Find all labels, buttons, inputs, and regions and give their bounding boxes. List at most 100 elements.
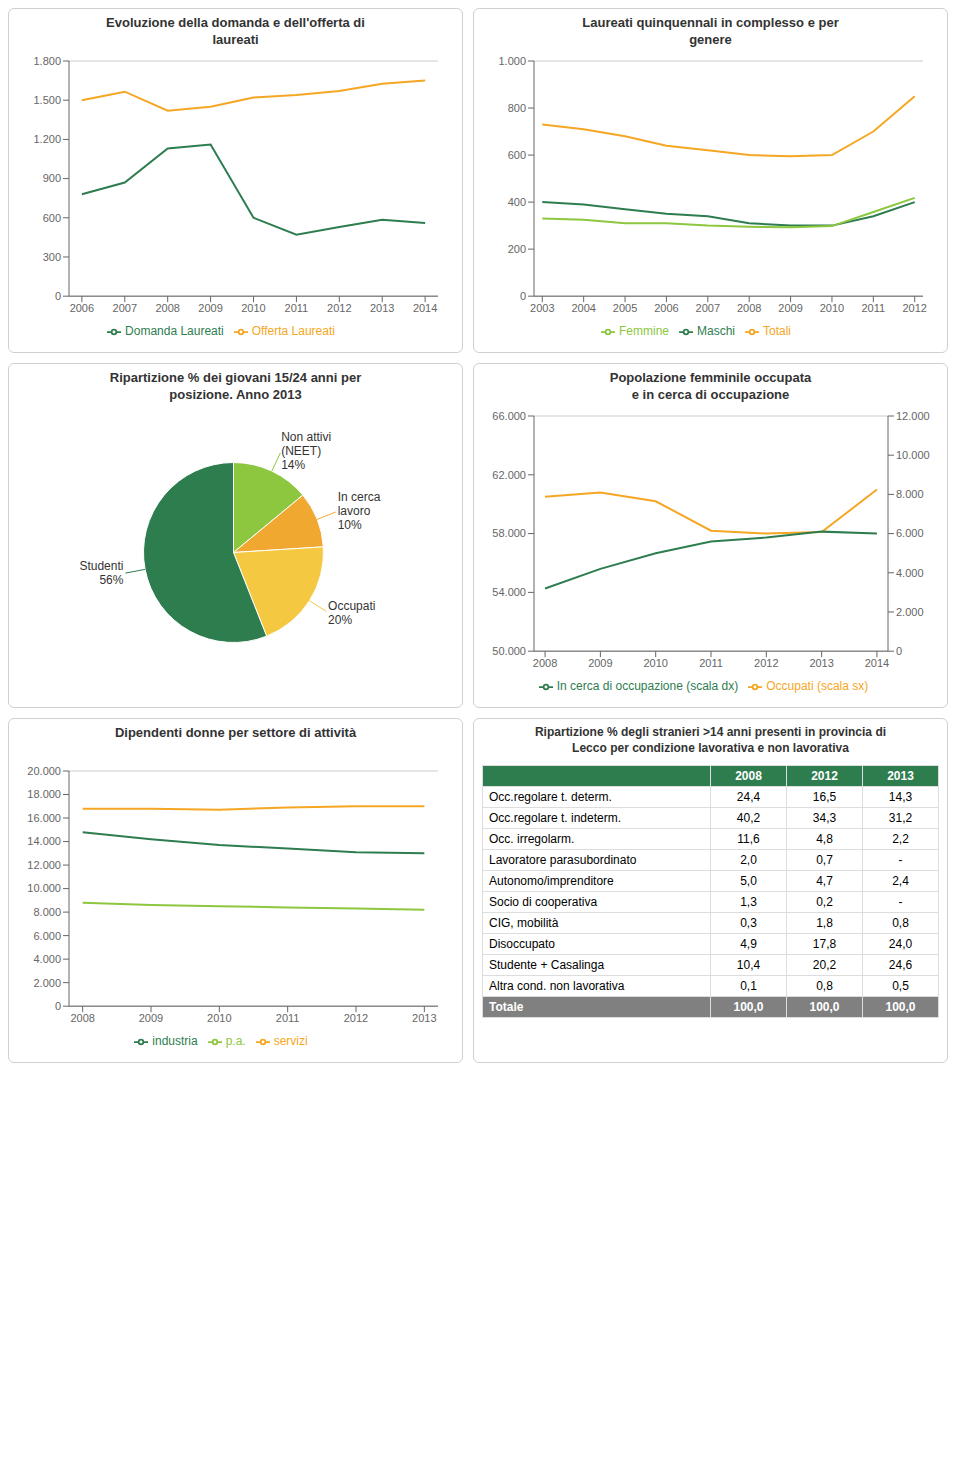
svg-text:2009: 2009 (778, 302, 802, 314)
svg-text:18.000: 18.000 (27, 788, 61, 800)
svg-text:2012: 2012 (902, 302, 926, 314)
html-text:Ripartizione % degli stranieri: Ripartizione % degli stranieri >14 anni … (535, 725, 886, 739)
svg-text:2009: 2009 (139, 1012, 163, 1024)
svg-text:2008: 2008 (70, 1012, 94, 1024)
svg-text:12.000: 12.000 (27, 859, 61, 871)
html-text:p.a.: p.a. (225, 1034, 246, 1049)
svg-text:2007: 2007 (113, 302, 137, 314)
html-text:posizione. Anno 2013: posizione. Anno 2013 (169, 386, 302, 402)
html-text:servizi: servizi (273, 1034, 308, 1049)
svg-text:2010: 2010 (820, 302, 844, 314)
svg-text:6.000: 6.000 (896, 527, 924, 539)
svg-text:2008: 2008 (533, 657, 557, 669)
svg-text:200: 200 (508, 243, 526, 255)
svg-text:2013: 2013 (370, 302, 394, 314)
html-text:Evoluzione della domanda e del: Evoluzione della domanda e dell'offerta … (106, 15, 365, 30)
svg-text:2.000: 2.000 (896, 606, 924, 618)
svg-text:2010: 2010 (207, 1012, 231, 1024)
svg-text:2009: 2009 (198, 302, 222, 314)
html-text:16,5: 16,5 (812, 790, 837, 804)
html-text:Maschi: Maschi (697, 324, 735, 339)
svg-text:58.000: 58.000 (492, 527, 526, 539)
svg-text:20.000: 20.000 (27, 765, 61, 777)
html-text:In cerca di occupazione (scala: In cerca di occupazione (scala dx) (556, 679, 739, 694)
svg-text:2012: 2012 (754, 657, 778, 669)
svg-text:4.000: 4.000 (896, 567, 924, 579)
html-text:14,3: 14,3 (888, 790, 913, 804)
svg-text:Studenti56%: Studenti56% (79, 559, 123, 587)
html-text:Laureati quinquennali in compl: Laureati quinquennali in complesso e per (582, 15, 839, 30)
svg-text:8.000: 8.000 (896, 488, 924, 500)
html-text:Dipendenti donne per settore d: Dipendenti donne per settore di attività (114, 725, 357, 740)
svg-text:1.000: 1.000 (498, 55, 526, 67)
svg-text:2012: 2012 (344, 1012, 368, 1024)
html-text:24,4: 24,4 (736, 790, 761, 804)
svg-text:66.000: 66.000 (492, 410, 526, 422)
html-text:e in cerca di occupazione: e in cerca di occupazione (631, 386, 790, 402)
html-text:Occ.regolare t. determ.: Occ.regolare t. determ. (489, 790, 612, 804)
html-text:Occupati (scala sx): Occupati (scala sx) (766, 679, 869, 694)
svg-text:2011: 2011 (699, 657, 723, 669)
svg-text:2010: 2010 (643, 657, 667, 669)
html-text:Lecco per condizione lavorativ: Lecco per condizione lavorativa e non la… (572, 740, 849, 755)
svg-text:2008: 2008 (737, 302, 761, 314)
svg-text:1.200: 1.200 (33, 133, 61, 145)
svg-text:2014: 2014 (865, 657, 889, 669)
html-text:2013: 2013 (887, 769, 914, 783)
svg-text:12.000: 12.000 (896, 410, 930, 422)
svg-text:2013: 2013 (412, 1012, 436, 1024)
svg-text:0: 0 (55, 290, 61, 302)
svg-text:54.000: 54.000 (492, 586, 526, 598)
svg-text:2004: 2004 (571, 302, 595, 314)
svg-text:900: 900 (43, 172, 61, 184)
svg-text:Occupati20%: Occupati20% (328, 599, 375, 627)
svg-text:0: 0 (896, 645, 902, 657)
svg-text:600: 600 (43, 212, 61, 224)
svg-text:2.000: 2.000 (33, 977, 61, 989)
svg-text:14.000: 14.000 (27, 835, 61, 847)
html-text:Ripartizione % dei giovani 15/: Ripartizione % dei giovani 15/24 anni pe… (109, 370, 362, 385)
svg-text:2011: 2011 (276, 1012, 300, 1024)
svg-text:600: 600 (508, 149, 526, 161)
svg-text:2006: 2006 (70, 302, 94, 314)
svg-text:10.000: 10.000 (27, 882, 61, 894)
svg-text:1.500: 1.500 (33, 94, 61, 106)
svg-text:2011: 2011 (862, 302, 886, 314)
svg-text:800: 800 (508, 102, 526, 114)
svg-text:50.000: 50.000 (492, 645, 526, 657)
svg-text:6.000: 6.000 (33, 930, 61, 942)
svg-text:8.000: 8.000 (33, 906, 61, 918)
svg-text:62.000: 62.000 (492, 469, 526, 481)
svg-text:In cercalavoro10%: In cercalavoro10% (338, 490, 381, 532)
svg-text:2005: 2005 (613, 302, 637, 314)
svg-text:0: 0 (520, 290, 526, 302)
svg-text:2013: 2013 (809, 657, 833, 669)
html-text:2008: 2008 (735, 769, 762, 783)
html-text:Totali: Totali (763, 324, 791, 339)
svg-text:1.800: 1.800 (33, 55, 61, 67)
svg-text:2007: 2007 (696, 302, 720, 314)
html-text:industria: industria (152, 1034, 198, 1049)
svg-text:Non attivi(NEET)14%: Non attivi(NEET)14% (281, 430, 331, 472)
svg-text:2009: 2009 (588, 657, 612, 669)
svg-text:4.000: 4.000 (33, 953, 61, 965)
html-text:Femmine: Femmine (619, 324, 669, 339)
svg-text:2008: 2008 (155, 302, 179, 314)
svg-text:2011: 2011 (285, 302, 309, 314)
html-text:Popolazione femminile occupata: Popolazione femminile occupata (609, 370, 812, 385)
html-text:Offerta Laureati: Offerta Laureati (251, 324, 335, 339)
svg-text:2012: 2012 (327, 302, 351, 314)
html-text:genere: genere (689, 31, 732, 47)
svg-text:2006: 2006 (654, 302, 678, 314)
svg-text:2003: 2003 (530, 302, 554, 314)
svg-text:16.000: 16.000 (27, 812, 61, 824)
html-text:Domanda Laureati: Domanda Laureati (125, 324, 224, 339)
svg-text:0: 0 (55, 1000, 61, 1012)
html-text:2012: 2012 (811, 769, 838, 783)
html-text:laureati: laureati (212, 31, 259, 47)
svg-text:2014: 2014 (413, 302, 437, 314)
svg-text:400: 400 (508, 196, 526, 208)
svg-text:300: 300 (43, 251, 61, 263)
svg-text:2010: 2010 (241, 302, 265, 314)
svg-text:10.000: 10.000 (896, 449, 930, 461)
